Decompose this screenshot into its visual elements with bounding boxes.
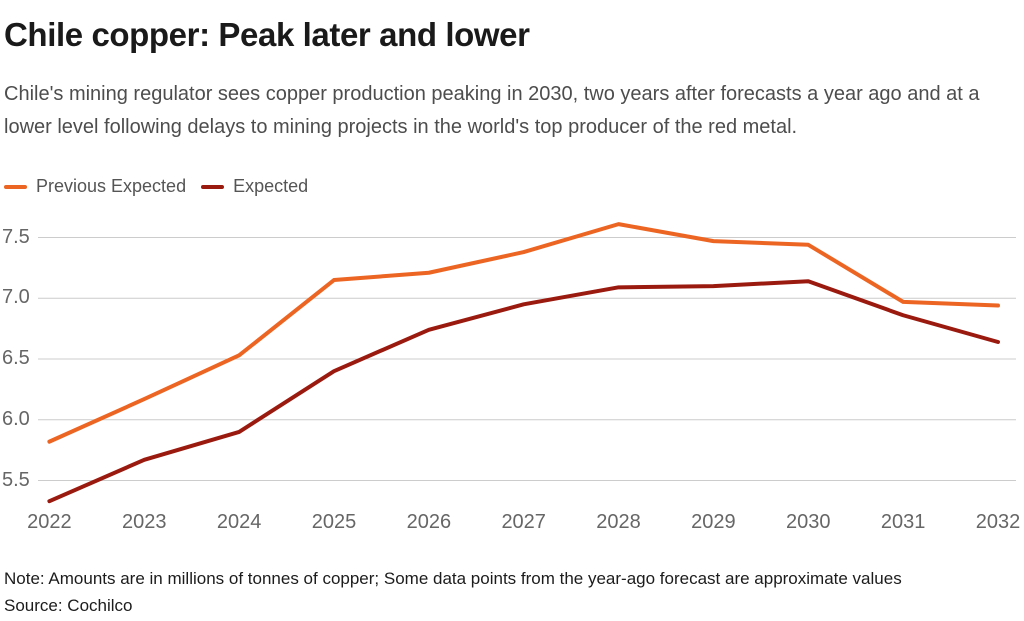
y-tick-label: 7.5 bbox=[2, 225, 30, 248]
chart-subtitle: Chile's mining regulator sees copper pro… bbox=[4, 83, 980, 138]
y-tick-label: 6.5 bbox=[2, 347, 30, 369]
x-tick-label: 2023 bbox=[122, 511, 167, 533]
legend-swatch-previous-expected-icon bbox=[4, 184, 27, 189]
x-tick-label: 2027 bbox=[501, 511, 546, 533]
chart-source: Source: Cochilco bbox=[4, 596, 133, 615]
y-tick-label: 7.0 bbox=[2, 286, 30, 309]
chart-note: Note: Amounts are in millions of tonnes … bbox=[4, 569, 902, 588]
x-tick-label: 2030 bbox=[786, 511, 831, 533]
y-tick-label: 5.5 bbox=[2, 468, 30, 491]
x-tick-label: 2029 bbox=[691, 511, 736, 533]
legend: Previous Expected Expected bbox=[4, 176, 308, 197]
chart-title: Chile copper: Peak later and lower bbox=[4, 16, 530, 53]
legend-label-previous-expected: Previous Expected bbox=[36, 176, 187, 196]
legend-swatch-expected-icon bbox=[201, 184, 225, 189]
x-tick-label: 2032 bbox=[975, 511, 1021, 533]
x-tick-label: 2024 bbox=[216, 511, 262, 533]
gridlines bbox=[38, 237, 1016, 481]
x-tick-label: 2025 bbox=[311, 511, 357, 533]
y-tick-label: 6.0 bbox=[2, 407, 30, 430]
previous-expected-line bbox=[47, 222, 1000, 444]
x-tick-label: 2028 bbox=[596, 511, 641, 533]
x-tick-label: 2022 bbox=[27, 511, 72, 533]
legend-item-expected: Expected bbox=[201, 176, 308, 197]
expected-line bbox=[47, 279, 1000, 504]
legend-item-previous-expected: Previous Expected bbox=[4, 176, 186, 197]
x-tick-label: 2031 bbox=[880, 511, 926, 533]
legend-label-expected: Expected bbox=[233, 176, 309, 196]
x-tick-label: 2026 bbox=[406, 511, 452, 533]
